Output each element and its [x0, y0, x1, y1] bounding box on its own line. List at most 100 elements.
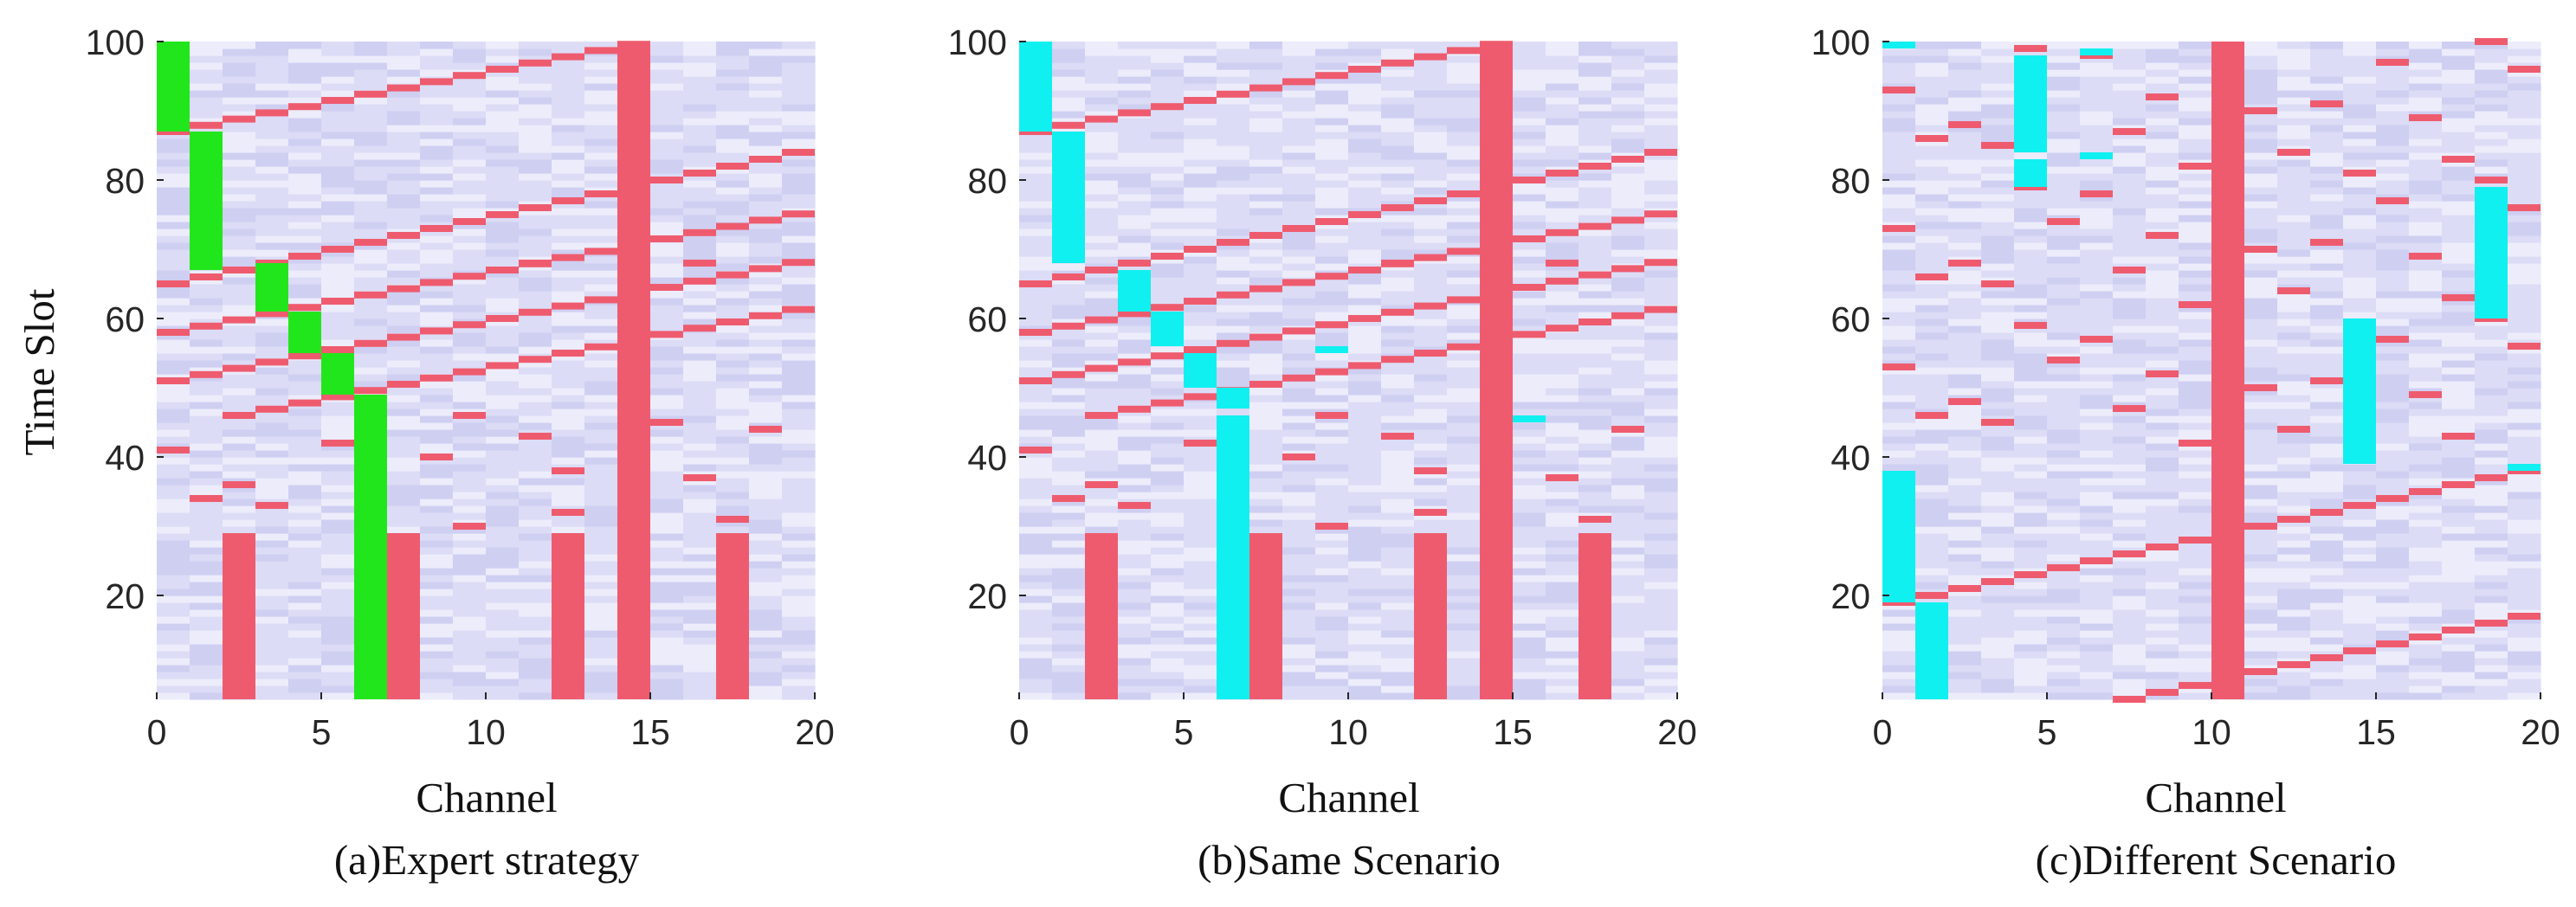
bg-cell: [584, 242, 618, 250]
bg-cell: [354, 62, 388, 70]
bg-cell: [255, 547, 289, 555]
bg-cell: [190, 630, 223, 638]
bg-cell: [552, 42, 585, 49]
bg-cell: [1447, 291, 1481, 299]
bg-cell: [1217, 97, 1250, 105]
bg-cell: [1052, 90, 1086, 98]
bg-cell: [1118, 132, 1152, 139]
bg-cell: [1447, 665, 1481, 672]
bg-cell: [1644, 679, 1678, 686]
bg-cell: [1052, 436, 1086, 444]
bg-cell: [288, 478, 322, 486]
bg-cell: [255, 692, 289, 700]
bg-cell: [1948, 76, 1982, 84]
bg-cell: [453, 208, 487, 215]
bg-cell: [1644, 554, 1678, 562]
bg-cell: [683, 270, 717, 278]
bg-cell: [1151, 540, 1185, 548]
bg-cell: [1381, 499, 1415, 506]
bg-cell: [1019, 623, 1053, 631]
bg-cell: [1579, 381, 1612, 389]
interference-mark: [584, 248, 617, 255]
bg-cell: [2047, 644, 2081, 652]
bg-cell: [288, 651, 322, 659]
interference-mark: [157, 329, 190, 336]
bg-cell: [1414, 471, 1448, 479]
bg-cell: [255, 201, 289, 209]
bg-cell: [782, 76, 816, 84]
bg-cell: [387, 367, 421, 375]
bg-cell: [420, 499, 454, 506]
bg-cell: [190, 346, 223, 354]
bg-cell: [1611, 561, 1645, 569]
bg-cell: [2014, 575, 2048, 582]
bg-cell: [1948, 381, 1982, 389]
bg-cell: [2179, 429, 2212, 437]
bg-cell: [1644, 159, 1678, 167]
interference-mark: [519, 433, 552, 440]
bg-cell: [2014, 443, 2048, 451]
bg-cell: [2146, 533, 2179, 541]
bg-cell: [749, 145, 783, 153]
interference-mark: [1118, 260, 1151, 267]
bg-cell: [1546, 270, 1579, 278]
bg-cell: [1579, 173, 1612, 181]
bg-cell: [1315, 76, 1349, 84]
bg-cell: [2080, 644, 2114, 652]
bg-cell: [683, 318, 717, 326]
bg-cell: [552, 485, 585, 492]
bg-cell: [255, 228, 289, 236]
bg-cell: [1611, 395, 1645, 402]
bg-cell: [223, 298, 256, 306]
bg-cell: [782, 83, 816, 91]
bg-cell: [1184, 173, 1217, 181]
bg-cell: [1915, 194, 1949, 202]
interference-mark: [1447, 296, 1480, 304]
bg-cell: [1348, 298, 1382, 306]
bg-cell: [1882, 672, 1916, 679]
bg-cell: [2047, 630, 2081, 638]
bg-cell: [749, 166, 783, 174]
bg-cell: [157, 665, 190, 672]
bg-cell: [1644, 395, 1678, 402]
bg-cell: [683, 125, 717, 132]
bg-cell: [683, 512, 717, 520]
bg-cell: [420, 644, 454, 652]
bg-cell: [1151, 284, 1185, 292]
interference-mark: [1085, 364, 1118, 372]
bg-cell: [2047, 69, 2081, 77]
bg-cell: [1315, 249, 1349, 257]
bg-cell: [223, 450, 256, 458]
bg-cell: [1381, 464, 1415, 472]
x-tick-label: 5: [312, 712, 332, 752]
bg-cell: [683, 595, 717, 603]
bg-cell: [1052, 263, 1086, 271]
bg-cell: [1151, 346, 1185, 354]
bg-cell: [1611, 381, 1645, 389]
bg-cell: [2080, 478, 2114, 486]
bg-cell: [288, 499, 322, 506]
interference-mark: [584, 47, 617, 55]
heatmap-cells: [1019, 41, 1678, 700]
bg-cell: [1315, 630, 1349, 638]
bg-cell: [453, 180, 487, 188]
bg-cell: [552, 263, 585, 271]
bg-cell: [486, 138, 520, 146]
bg-cell: [1151, 180, 1185, 188]
bg-cell: [749, 83, 783, 91]
bg-cell: [157, 284, 190, 292]
bg-cell: [1546, 692, 1579, 700]
bg-cell: [255, 471, 289, 479]
bg-cell: [255, 325, 289, 333]
bg-cell: [2047, 679, 2081, 686]
bg-cell: [1981, 422, 2015, 430]
bg-cell: [584, 125, 618, 132]
bg-cell: [552, 332, 585, 340]
bg-cell: [1447, 575, 1481, 582]
bg-cell: [1019, 166, 1053, 174]
bg-cell: [190, 575, 223, 582]
bg-cell: [683, 436, 717, 444]
bg-cell: [1546, 415, 1579, 423]
bg-cell: [519, 623, 552, 631]
bg-cell: [519, 118, 552, 125]
